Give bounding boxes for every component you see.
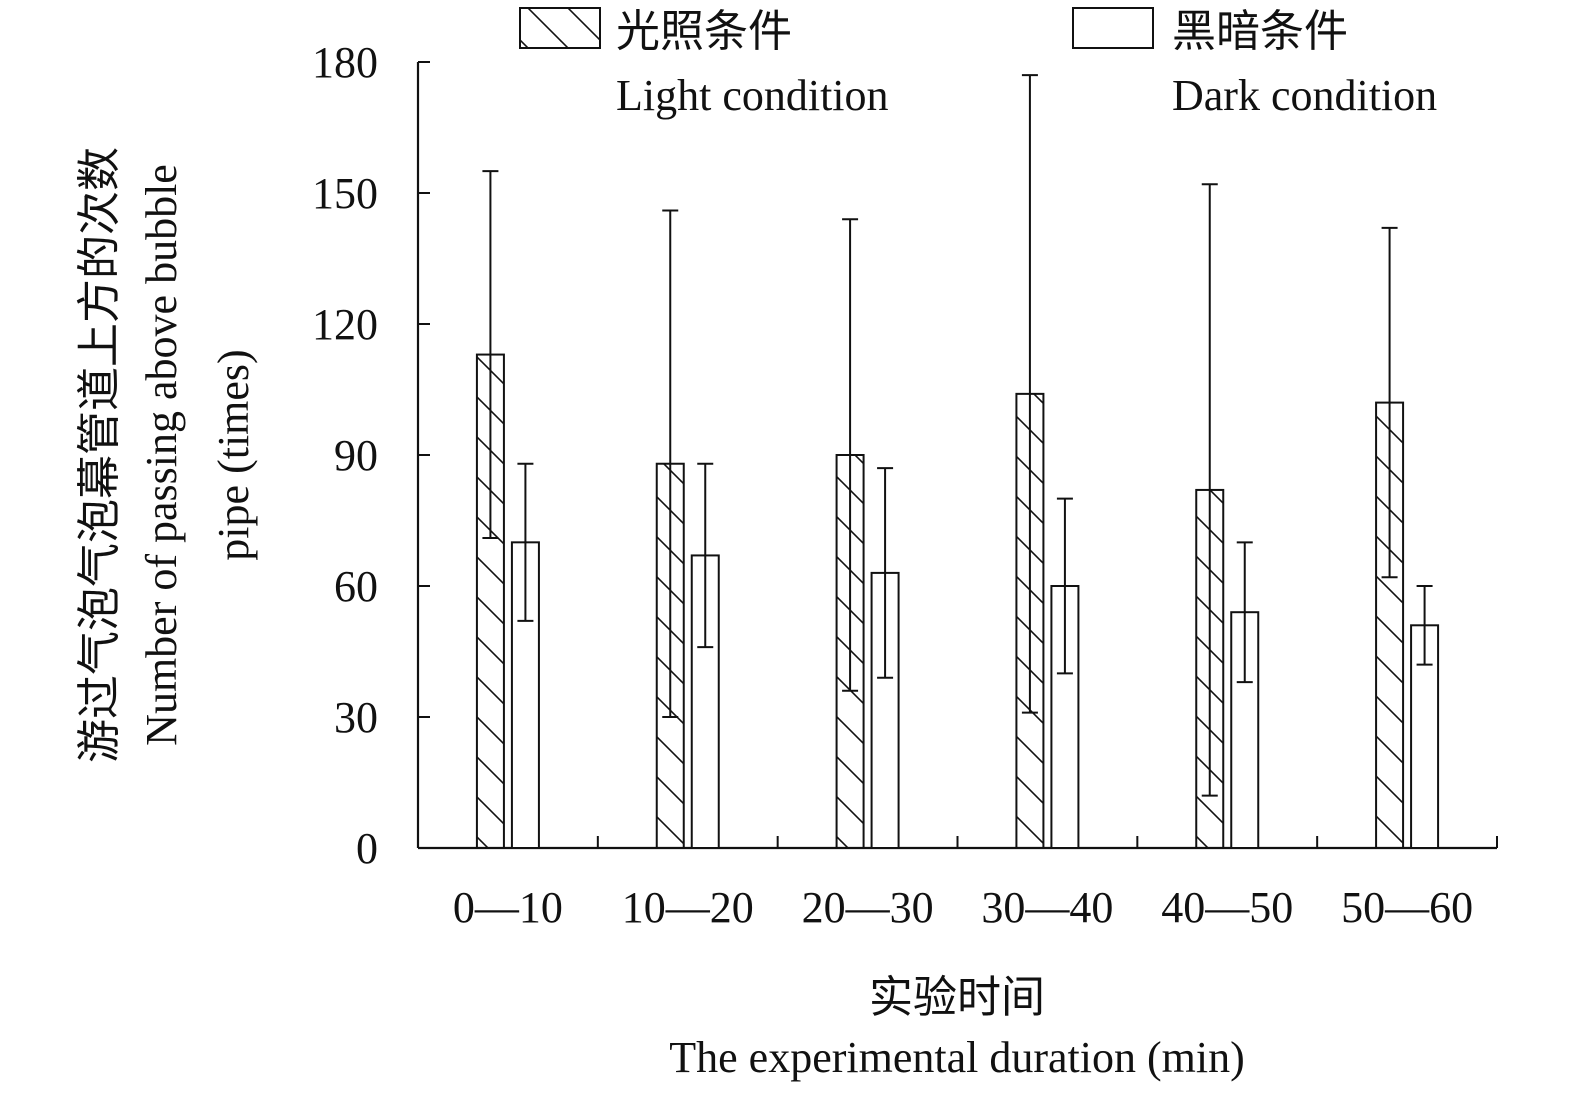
x-tick-label: 30—40 (981, 883, 1113, 932)
x-tick-label: 40—50 (1161, 883, 1293, 932)
y-tick-label: 180 (312, 38, 378, 87)
y-tick-label: 60 (334, 562, 378, 611)
x-tick-label: 50—60 (1341, 883, 1473, 932)
y-axis-title-en-line1: Number of passing above bubble (137, 164, 186, 746)
legend: 光照条件 Light condition 黑暗条件 Dark condition (519, 7, 1437, 120)
legend-label-light-zh: 光照条件 (616, 7, 792, 56)
legend-label-light-en: Light condition (616, 71, 889, 120)
y-ticks: 0 30 60 90 120 150 180 (312, 38, 430, 873)
x-tick-label: 20—30 (802, 883, 934, 932)
x-tick-label: 0—10 (453, 883, 563, 932)
legend-swatch-dark (1072, 7, 1154, 49)
legend-label-dark-zh: 黑暗条件 (1172, 7, 1348, 56)
x-ticks: 0—10 10—20 20—30 30—40 40—50 50—60 (453, 836, 1498, 932)
x-axis-title-zh: 实验时间 (869, 973, 1045, 1022)
y-axis-title: 游过气泡气泡幕管道上方的次数 Number of passing above b… (75, 147, 258, 763)
legend-swatch-light (519, 7, 601, 49)
y-tick-label: 30 (334, 693, 378, 742)
y-tick-label: 90 (334, 431, 378, 480)
legend-label-dark-en: Dark condition (1172, 71, 1437, 120)
x-axis-title-en: The experimental duration (min) (669, 1033, 1244, 1082)
y-tick-label: 150 (312, 169, 378, 218)
y-tick-label: 120 (312, 300, 378, 349)
y-axis-title-zh: 游过气泡气泡幕管道上方的次数 (75, 147, 124, 763)
x-tick-label: 10—20 (622, 883, 754, 932)
bars (475, 74, 1440, 850)
y-tick-label: 0 (356, 824, 378, 873)
y-axis-title-en-line2: pipe (times) (209, 349, 258, 560)
